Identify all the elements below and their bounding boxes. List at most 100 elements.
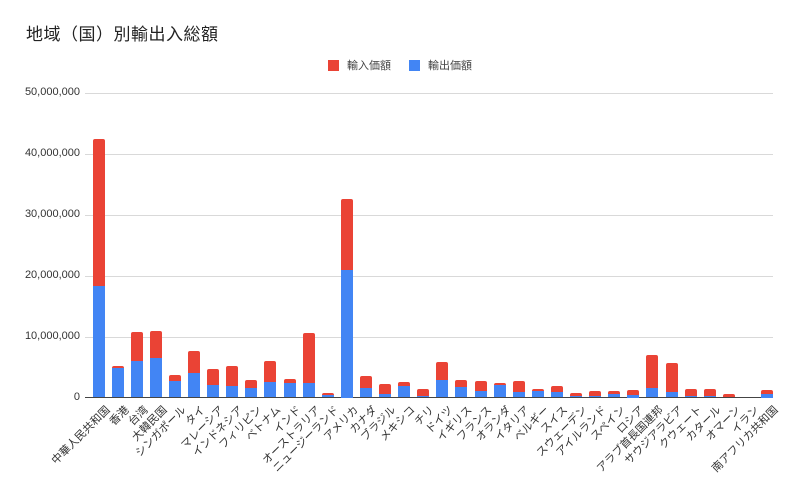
bar-segment-export[interactable] [398,385,411,398]
bar-segment-import[interactable] [455,380,468,387]
bar-segment-import[interactable] [92,138,105,286]
bar-segment-export[interactable] [455,386,468,398]
bar-21[interactable] [493,383,506,398]
bar-segment-export[interactable] [684,396,697,398]
bar-segment-import[interactable] [589,390,602,396]
bar-segment-export[interactable] [589,395,602,398]
bar-18[interactable] [436,362,449,398]
bar-segment-import[interactable] [531,388,544,392]
bar-segment-import[interactable] [436,362,449,381]
bar-segment-import[interactable] [340,199,353,271]
bar-5[interactable] [188,351,200,398]
bar-15[interactable] [379,384,391,398]
bar-segment-import[interactable] [474,381,487,392]
bar-segment-export[interactable] [474,391,487,398]
bar-segment-export[interactable] [92,285,105,398]
bar-segment-import[interactable] [226,365,239,386]
bar-segment-import[interactable] [703,388,716,397]
bar-16[interactable] [398,381,411,398]
bar-28[interactable] [627,389,640,398]
bar-30[interactable] [665,362,678,398]
bar-19[interactable] [455,380,468,398]
bar-23[interactable] [531,388,544,398]
bar-segment-export[interactable] [149,357,162,398]
bar-17[interactable] [417,388,430,398]
bar-segment-import[interactable] [111,366,124,369]
bar-segment-import[interactable] [302,332,315,384]
bar-29[interactable] [646,355,659,398]
bar-segment-export[interactable] [761,394,773,398]
bar-segment-import[interactable] [264,360,277,383]
bar-segment-import[interactable] [245,379,258,389]
bar-segment-import[interactable] [493,383,506,386]
bar-segment-export[interactable] [111,368,124,398]
bar-segment-export[interactable] [608,393,621,398]
bar-3[interactable] [149,331,162,398]
bar-segment-export[interactable] [665,392,678,398]
bar-segment-import[interactable] [627,389,640,396]
bar-segment-export[interactable] [493,385,506,398]
bar-9[interactable] [264,360,277,398]
bar-2[interactable] [130,332,143,398]
legend-item-export[interactable]: 輸出価額 [409,57,472,73]
bar-segment-import[interactable] [417,388,430,396]
bar-8[interactable] [245,379,258,398]
bar-segment-import[interactable] [512,381,525,392]
bar-14[interactable] [359,376,372,398]
bar-segment-export[interactable] [321,394,334,398]
bar-segment-export[interactable] [302,383,315,398]
bar-4[interactable] [168,375,181,398]
bar-segment-import[interactable] [550,385,563,392]
bar-segment-export[interactable] [340,270,353,398]
bar-segment-export[interactable] [531,391,544,398]
bar-segment-import[interactable] [379,384,391,394]
bar-25[interactable] [570,393,582,398]
bar-segment-import[interactable] [646,355,659,388]
bar-22[interactable] [512,381,525,398]
bar-segment-export[interactable] [207,385,220,398]
bar-segment-import[interactable] [722,393,735,397]
bar-segment-import[interactable] [665,362,678,392]
bar-segment-import[interactable] [398,381,411,386]
bar-27[interactable] [608,390,621,398]
bar-12[interactable] [321,392,334,398]
bar-segment-export[interactable] [379,393,391,398]
legend-item-import[interactable]: 輸入価額 [328,57,391,73]
bar-31[interactable] [684,388,697,398]
bar-13[interactable] [340,199,353,398]
bar-6[interactable] [207,368,220,398]
bar-1[interactable] [111,366,124,398]
bar-11[interactable] [302,332,315,398]
bar-10[interactable] [283,378,296,398]
bar-segment-export[interactable] [417,395,430,398]
bar-segment-import[interactable] [283,378,296,384]
bar-segment-export[interactable] [130,360,143,398]
bar-7[interactable] [226,365,239,398]
bar-segment-import[interactable] [570,393,582,396]
bar-segment-export[interactable] [188,373,200,398]
bar-segment-export[interactable] [646,387,659,398]
bar-segment-export[interactable] [283,383,296,398]
bar-segment-import[interactable] [359,376,372,388]
bar-segment-export[interactable] [245,388,258,398]
bar-32[interactable] [703,388,716,398]
bar-segment-import[interactable] [761,389,773,395]
bar-segment-export[interactable] [226,385,239,398]
bar-segment-export[interactable] [436,380,449,398]
bar-24[interactable] [550,385,563,398]
bar-segment-import[interactable] [149,331,162,358]
bar-segment-export[interactable] [264,382,277,398]
bar-33[interactable] [722,393,735,398]
bar-26[interactable] [589,390,602,398]
bar-segment-import[interactable] [188,351,200,374]
bar-segment-export[interactable] [627,395,640,398]
bar-segment-import[interactable] [168,375,181,382]
bar-segment-import[interactable] [684,388,697,397]
bar-35[interactable] [761,389,773,398]
bar-segment-import[interactable] [207,368,220,386]
bar-segment-export[interactable] [168,381,181,398]
bar-segment-import[interactable] [608,390,621,394]
bar-segment-export[interactable] [722,396,735,398]
bar-segment-export[interactable] [703,396,716,398]
bar-segment-import[interactable] [130,332,143,361]
